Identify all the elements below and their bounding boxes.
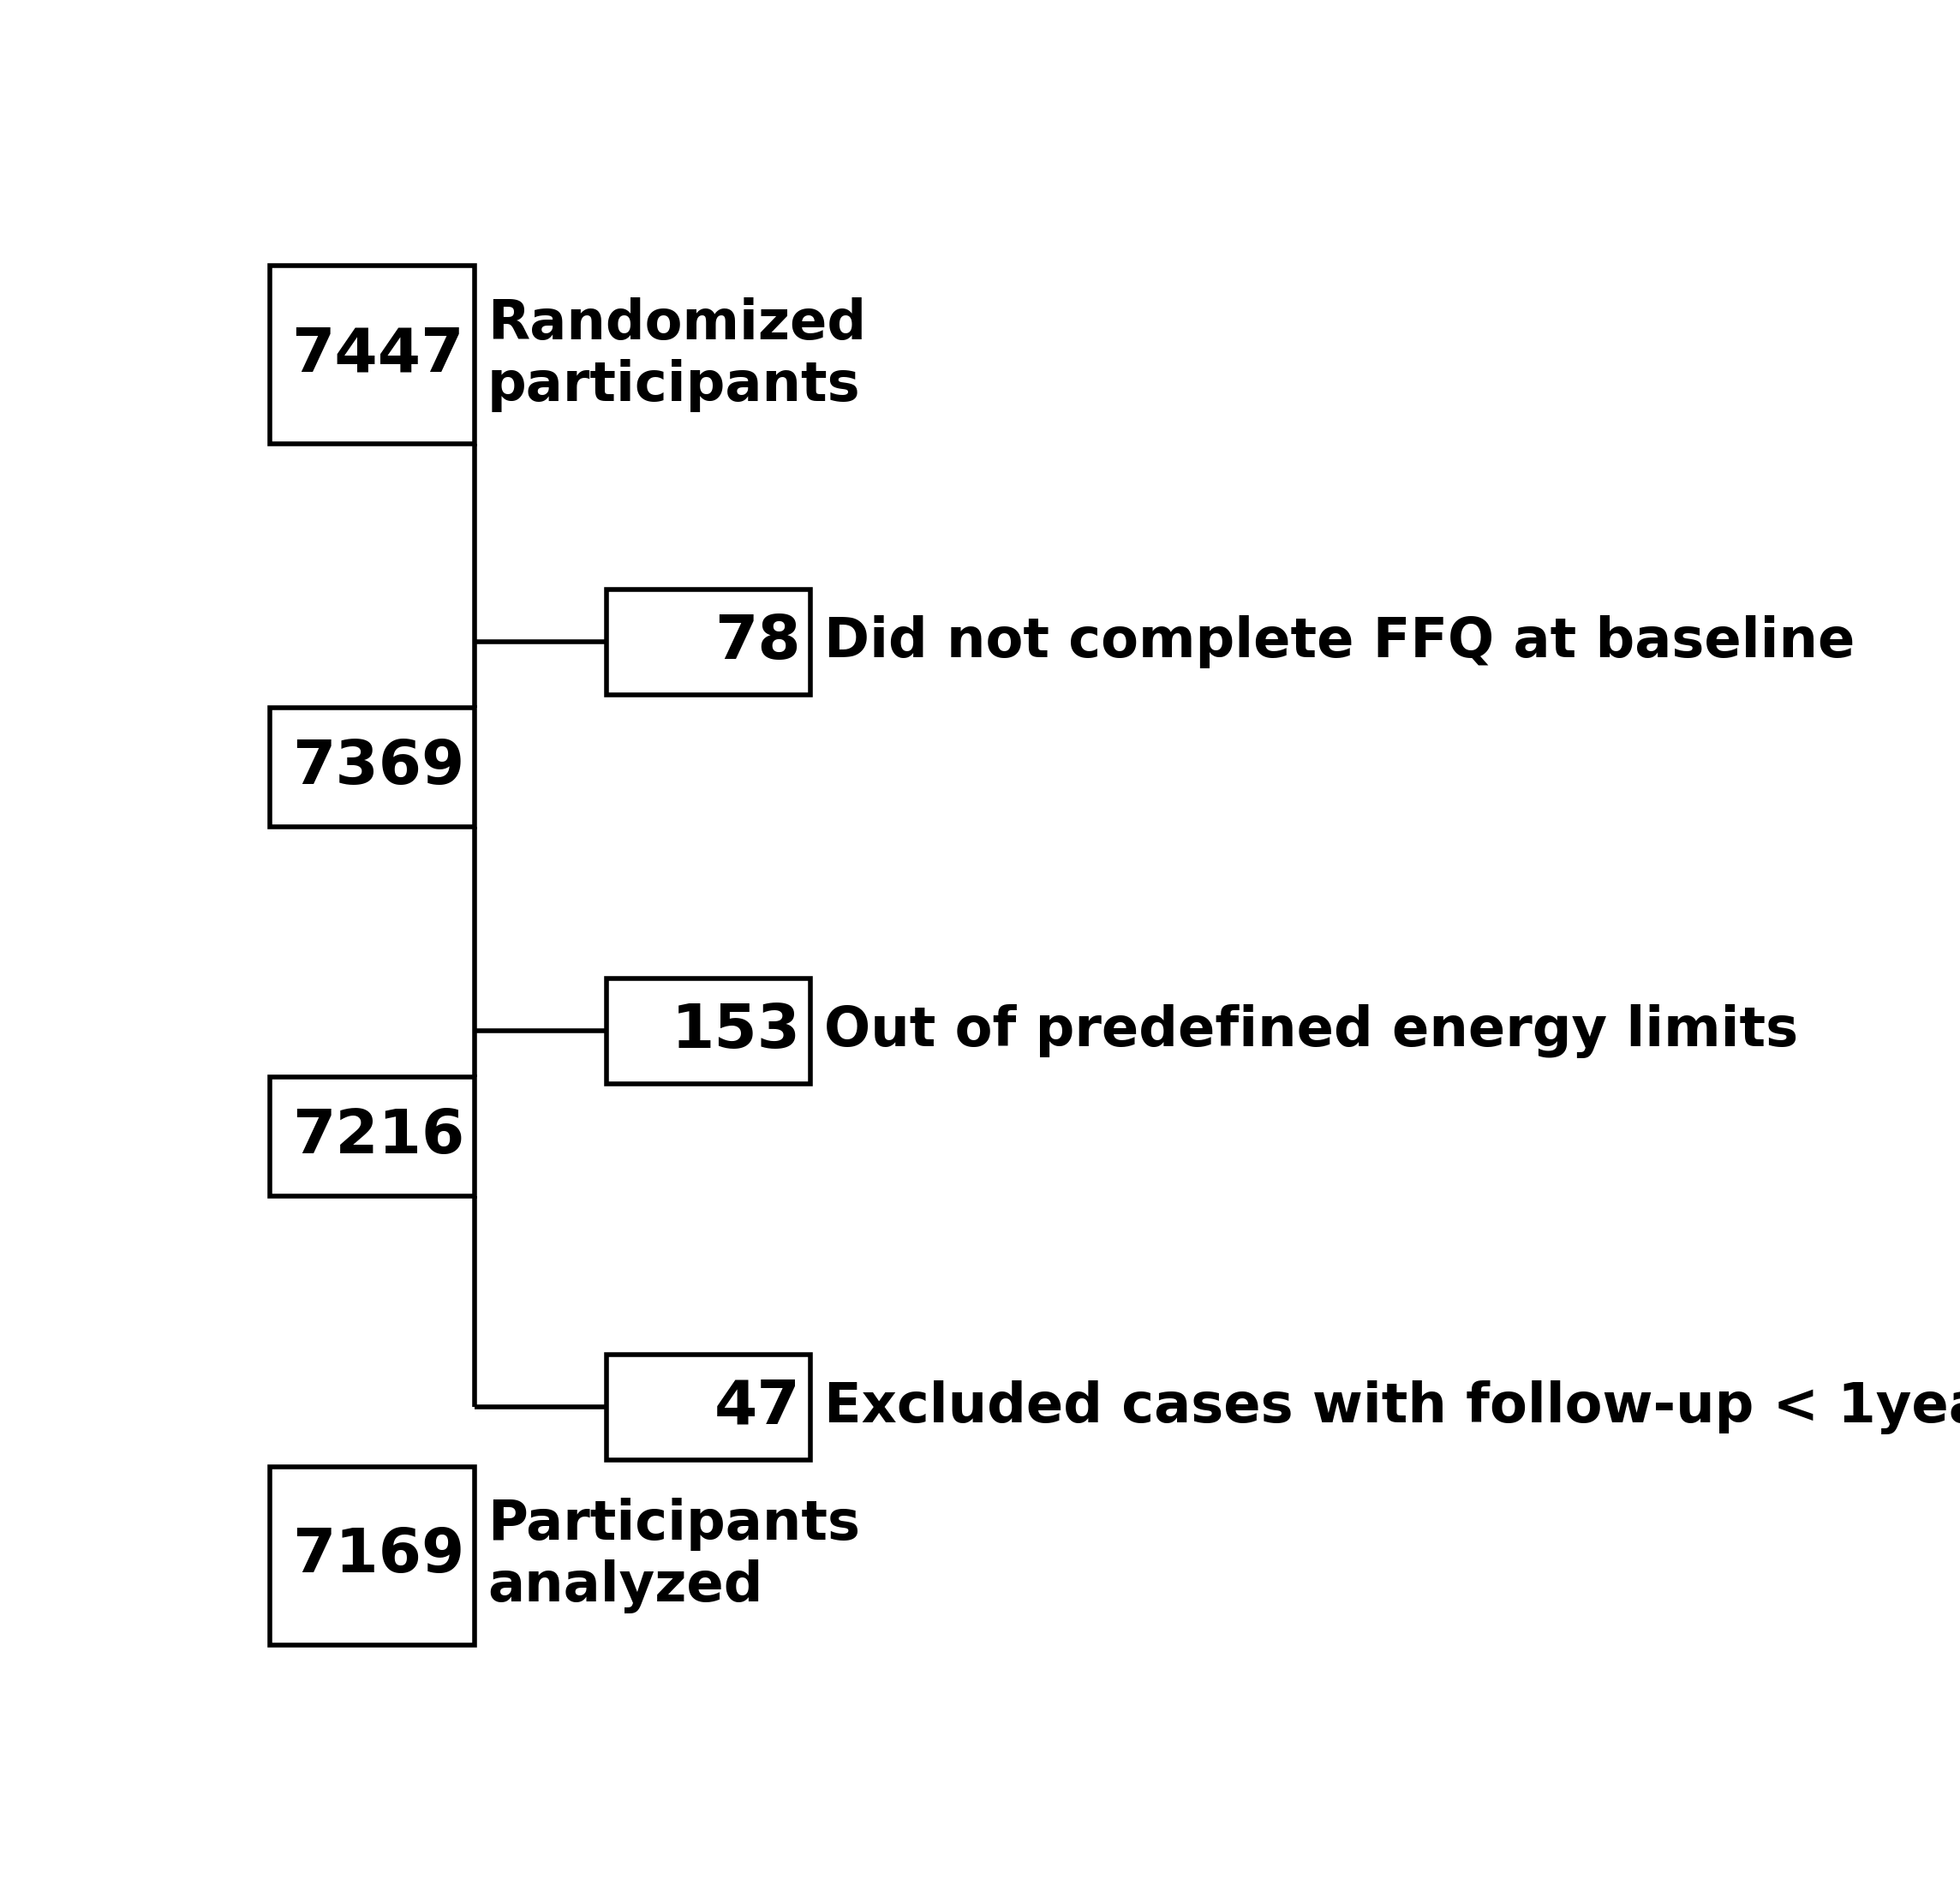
Bar bbox=[606, 978, 811, 1084]
Text: Randomized
participants: Randomized participants bbox=[488, 298, 866, 413]
Text: 7447: 7447 bbox=[292, 326, 465, 385]
Bar bbox=[270, 709, 474, 826]
Bar bbox=[606, 588, 811, 696]
Text: 78: 78 bbox=[715, 613, 802, 671]
Bar bbox=[606, 1353, 811, 1459]
Text: Participants
analyzed: Participants analyzed bbox=[488, 1499, 860, 1614]
Text: Did not complete FFQ at baseline: Did not complete FFQ at baseline bbox=[823, 615, 1854, 669]
Text: 7369: 7369 bbox=[292, 737, 465, 797]
Bar bbox=[270, 1467, 474, 1644]
Text: Excluded cases with follow-up < 1year: Excluded cases with follow-up < 1year bbox=[823, 1380, 1960, 1434]
Text: 7169: 7169 bbox=[292, 1527, 465, 1585]
Bar bbox=[270, 1076, 474, 1197]
Bar bbox=[270, 266, 474, 443]
Text: 47: 47 bbox=[713, 1378, 802, 1436]
Text: Out of predefined energy limits: Out of predefined energy limits bbox=[823, 1005, 1797, 1057]
Text: 153: 153 bbox=[672, 1001, 802, 1061]
Text: 7216: 7216 bbox=[292, 1106, 465, 1167]
